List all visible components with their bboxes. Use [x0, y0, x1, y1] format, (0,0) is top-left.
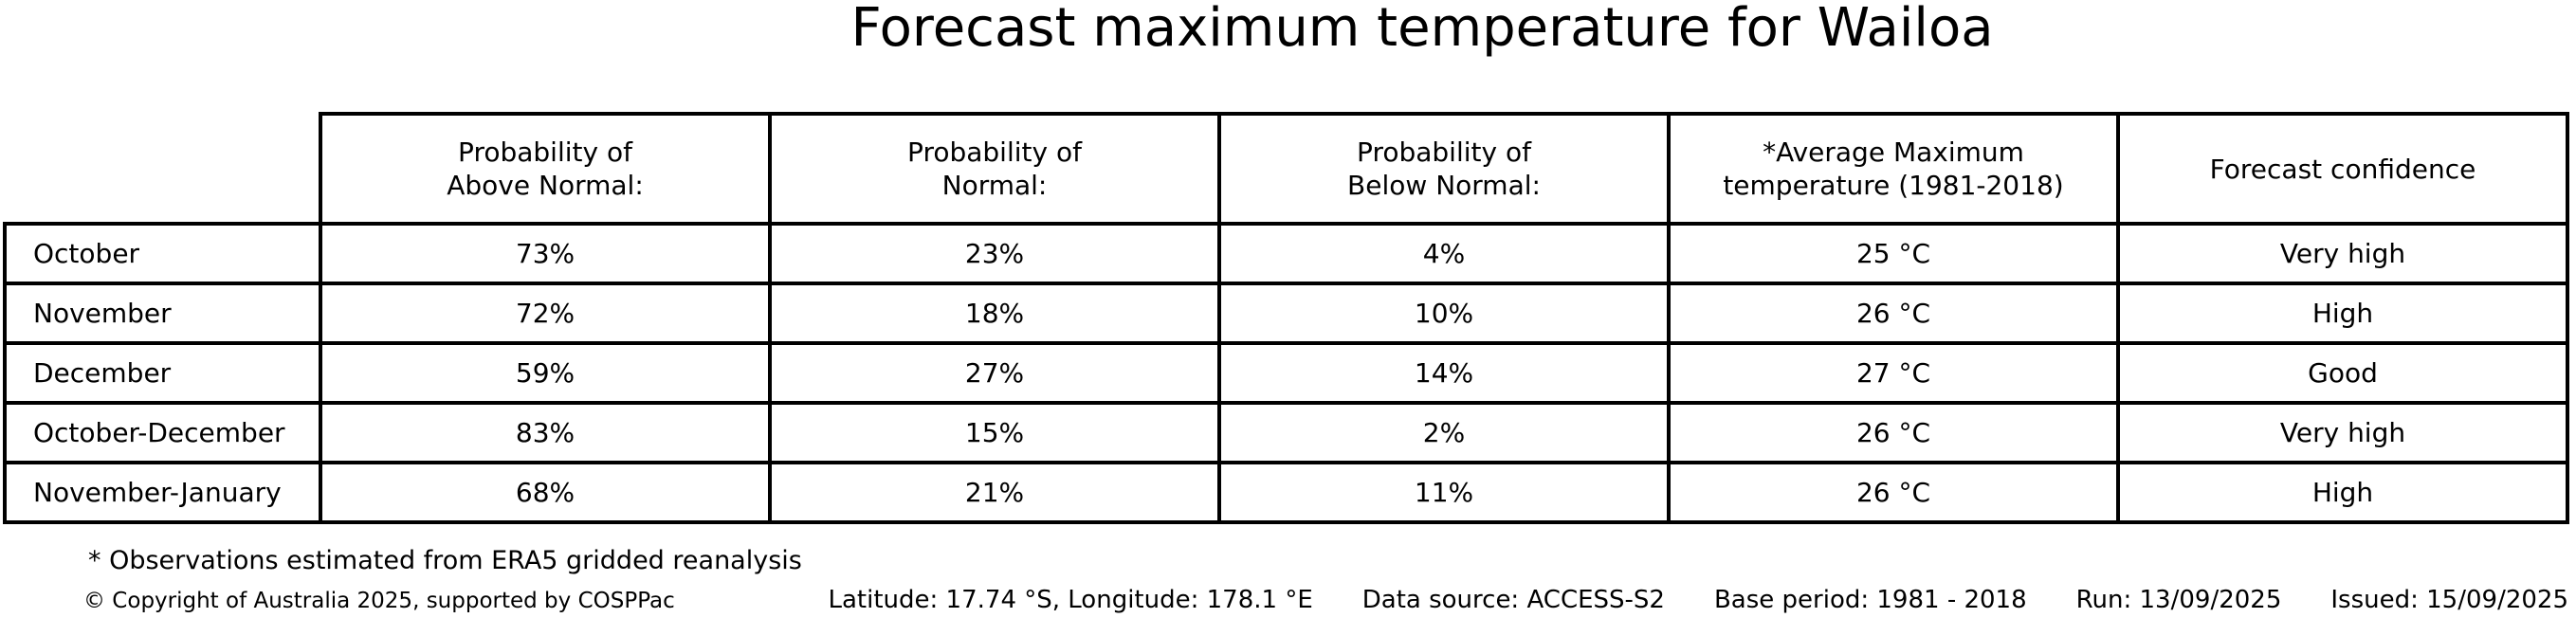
below-normal-cell: 4% [1217, 222, 1671, 285]
table-row-december: December 59% 27% 14% 27 °C Good [3, 341, 2569, 405]
footnote: * Observations estimated from ERA5 gridd… [88, 546, 802, 575]
normal-cell: 27% [768, 341, 1221, 405]
below-normal-cell: 14% [1217, 341, 1671, 405]
above-normal-cell: 59% [319, 341, 772, 405]
footer-metadata: Latitude: 17.74 °S, Longitude: 178.1 °E … [829, 586, 2568, 614]
avg-max-temp-cell: 26 °C [1667, 401, 2120, 464]
above-normal-cell: 72% [319, 282, 772, 345]
confidence-cell: High [2116, 282, 2569, 345]
footer-base-period: Base period: 1981 - 2018 [1713, 586, 2027, 614]
normal-cell: 18% [768, 282, 1221, 345]
row-label-cell: November-January [3, 461, 322, 524]
row-label-cell: October [3, 222, 322, 285]
confidence-cell: Very high [2116, 222, 2569, 285]
header-cell-forecast-confidence: Forecast confidence [2116, 112, 2569, 226]
copyright-text: © Copyright of Australia 2025, supported… [83, 589, 675, 613]
table-row-november: November 72% 18% 10% 26 °C High [3, 282, 2569, 345]
confidence-cell: Good [2116, 341, 2569, 405]
header-cell-average-max-temp: *Average Maximum temperature (1981-2018) [1667, 112, 2120, 226]
avg-max-temp-cell: 25 °C [1667, 222, 2120, 285]
normal-cell: 23% [768, 222, 1221, 285]
footer-bar: © Copyright of Australia 2025, supported… [83, 586, 2568, 614]
forecast-table: Probability of Above Normal: Probability… [3, 112, 2569, 524]
row-label-cell: October-December [3, 401, 322, 464]
table-row-november-january: November-January 68% 21% 11% 26 °C High [3, 461, 2569, 524]
row-label-cell: December [3, 341, 322, 405]
header-cell-normal: Probability of Normal: [768, 112, 1221, 226]
above-normal-cell: 73% [319, 222, 772, 285]
avg-max-temp-cell: 26 °C [1667, 461, 2120, 524]
row-label-cell: November [3, 282, 322, 345]
header-cell-above-normal: Probability of Above Normal: [319, 112, 772, 226]
header-cell-below-normal: Probability of Below Normal: [1217, 112, 1671, 226]
avg-max-temp-cell: 26 °C [1667, 282, 2120, 345]
avg-max-temp-cell: 27 °C [1667, 341, 2120, 405]
footer-location: Latitude: 17.74 °S, Longitude: 178.1 °E [828, 586, 1313, 614]
footer-issued-date: Issued: 15/09/2025 [2330, 586, 2568, 614]
footer-run-date: Run: 13/09/2025 [2075, 586, 2282, 614]
above-normal-cell: 83% [319, 401, 772, 464]
above-normal-cell: 68% [319, 461, 772, 524]
table-row-october-december: October-December 83% 15% 2% 26 °C Very h… [3, 401, 2569, 464]
footer-data-source: Data source: ACCESS-S2 [1361, 586, 1665, 614]
header-cell-blank [5, 114, 320, 224]
normal-cell: 15% [768, 401, 1221, 464]
table-row-october: October 73% 23% 4% 25 °C Very high [3, 222, 2569, 285]
table-header-row: Probability of Above Normal: Probability… [5, 112, 2569, 226]
below-normal-cell: 11% [1217, 461, 1671, 524]
confidence-cell: High [2116, 461, 2569, 524]
page-title: Forecast maximum temperature for Wailoa [850, 0, 1994, 59]
below-normal-cell: 10% [1217, 282, 1671, 345]
below-normal-cell: 2% [1217, 401, 1671, 464]
confidence-cell: Very high [2116, 401, 2569, 464]
normal-cell: 21% [768, 461, 1221, 524]
